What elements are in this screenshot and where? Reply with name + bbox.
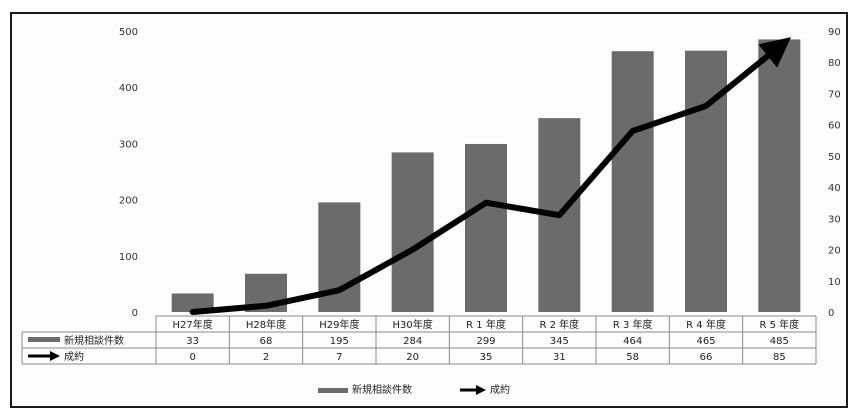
y-left-tick-label: 500	[119, 27, 138, 38]
x-category-label: H29年度	[319, 318, 359, 331]
y-right-tick-label: 60	[828, 121, 841, 132]
table-cell: 66	[700, 352, 713, 363]
table-cell: 0	[189, 352, 195, 363]
table-cell: 464	[623, 336, 642, 347]
x-category-label: R 5 年度	[759, 318, 799, 331]
table-cell: 465	[696, 336, 715, 347]
table-cell: 31	[553, 352, 566, 363]
table-cell: 35	[480, 352, 493, 363]
y-right-tick-label: 50	[828, 152, 841, 163]
y-right-tick-label: 80	[828, 58, 841, 69]
table-cell: 485	[770, 336, 789, 347]
table-row-label-consultations: 新規相談件数	[64, 334, 124, 347]
legend-line-arrow	[476, 385, 486, 395]
y-right-tick-label: 40	[828, 183, 841, 194]
x-category-label: H28年度	[246, 318, 286, 331]
table-line-legend-arrow	[50, 351, 60, 361]
table-bar-legend-swatch	[28, 337, 60, 342]
table-cell: 20	[406, 352, 419, 363]
y-right-tick-label: 0	[828, 308, 834, 319]
y-left-tick-label: 200	[119, 196, 138, 207]
bar	[391, 152, 434, 312]
x-category-label: H27年度	[173, 318, 213, 331]
legend-label-contracts: 成約	[490, 383, 510, 396]
y-left-tick-label: 400	[119, 83, 138, 94]
x-category-label: R 2 年度	[539, 318, 579, 331]
table-cell: 345	[550, 336, 569, 347]
bar	[758, 39, 801, 313]
y-right-tick-label: 10	[828, 277, 841, 288]
table-cell: 85	[773, 352, 786, 363]
x-category-label: R 1 年度	[466, 318, 506, 331]
x-category-label: R 4 年度	[686, 318, 726, 331]
bar	[465, 143, 507, 312]
line-series	[189, 37, 791, 315]
table-cell: 2	[263, 352, 269, 363]
bar	[685, 50, 727, 313]
table-cell: 33	[186, 336, 199, 347]
table-cell: 68	[260, 336, 273, 347]
table-cell: 7	[336, 352, 342, 363]
y-right-tick-label: 70	[828, 89, 841, 100]
table-cell: 58	[626, 352, 639, 363]
table-cell: 195	[330, 336, 349, 347]
y-right-tick-label: 20	[828, 246, 841, 257]
bar	[171, 293, 214, 312]
table-row-label-contracts: 成約	[64, 350, 84, 363]
table-cell: 284	[403, 336, 422, 347]
legend-bar-swatch	[318, 388, 348, 393]
x-category-label: H30年度	[393, 318, 433, 331]
bar	[611, 51, 654, 313]
y-right-tick-label: 30	[828, 214, 841, 225]
y-right-tick-label: 90	[828, 27, 841, 38]
y-left-tick-label: 0	[132, 308, 138, 319]
legend-label-consultations: 新規相談件数	[352, 383, 412, 396]
y-left-tick-label: 300	[119, 139, 138, 150]
y-left-tick-label: 100	[119, 252, 138, 263]
table-cell: 299	[476, 336, 495, 347]
x-category-label: R 3 年度	[613, 318, 653, 331]
